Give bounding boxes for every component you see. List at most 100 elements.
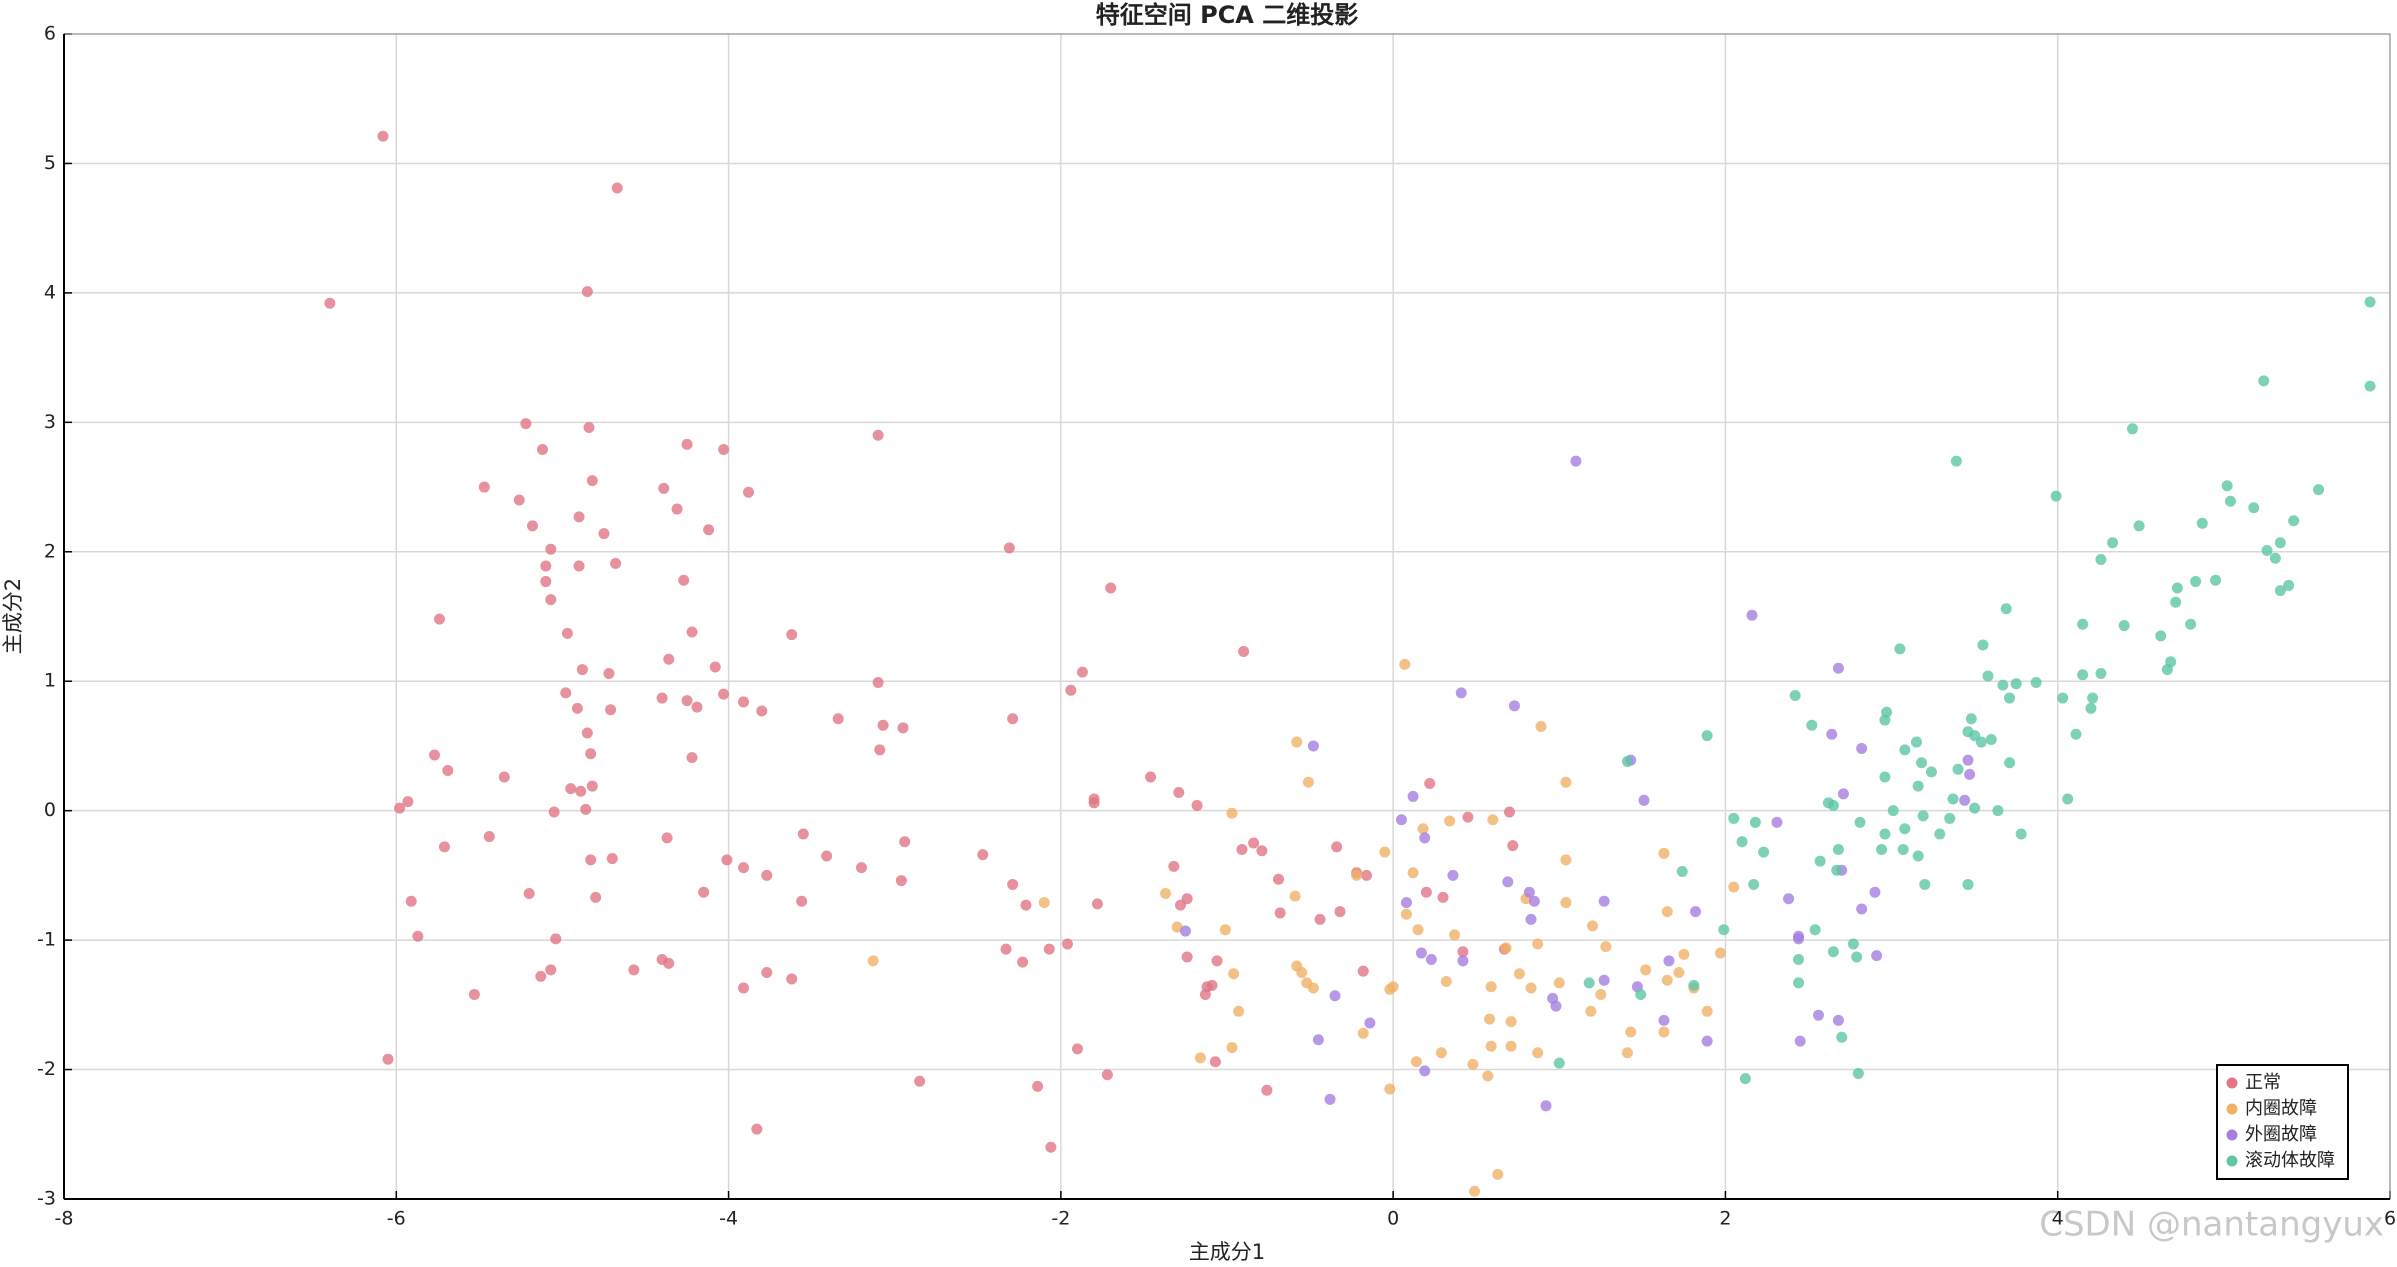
point — [1007, 878, 1019, 890]
point — [2077, 669, 2089, 681]
point — [583, 422, 595, 434]
point — [545, 964, 557, 976]
point — [1977, 639, 1989, 651]
point — [1357, 965, 1369, 977]
point — [2283, 579, 2295, 591]
point — [1887, 805, 1899, 817]
point — [1173, 787, 1185, 799]
point — [1982, 670, 1994, 682]
point — [1535, 721, 1547, 733]
point — [1206, 979, 1218, 991]
point — [1032, 1080, 1044, 1092]
point — [1455, 687, 1467, 699]
point — [1598, 974, 1610, 986]
point — [698, 886, 710, 898]
legend-label: 滚动体故障 — [2245, 1150, 2335, 1171]
watermark: CSDN @nantangyux — [2039, 1205, 2384, 1245]
point — [2062, 793, 2074, 805]
point — [545, 594, 557, 606]
y-tick-label: 5 — [44, 152, 56, 174]
point — [2030, 677, 2042, 689]
point — [1560, 897, 1572, 909]
point — [1827, 946, 1839, 958]
point — [709, 661, 721, 673]
point — [2133, 520, 2145, 532]
point — [1399, 658, 1411, 670]
legend-label: 正常 — [2245, 1072, 2281, 1093]
point — [1736, 836, 1748, 848]
point — [1507, 840, 1519, 852]
point — [1485, 1040, 1497, 1052]
point — [756, 705, 768, 717]
point — [1273, 873, 1285, 885]
point — [1658, 1014, 1670, 1026]
point — [581, 286, 593, 298]
point — [1331, 841, 1343, 853]
point — [1168, 860, 1180, 872]
point — [1854, 816, 1866, 828]
point — [1570, 455, 1582, 467]
point — [1944, 812, 1956, 824]
point — [1334, 906, 1346, 918]
point — [611, 182, 623, 194]
point — [1400, 897, 1412, 909]
grid — [63, 33, 2391, 1200]
point — [520, 418, 532, 430]
point — [1851, 951, 1863, 963]
legend-marker — [2226, 1103, 2238, 1115]
point — [1462, 811, 1474, 823]
point — [2274, 537, 2286, 549]
x-tick-label: -4 — [719, 1208, 738, 1230]
point — [1871, 950, 1883, 962]
point — [2126, 423, 2138, 435]
point — [1673, 966, 1685, 978]
point — [438, 841, 450, 853]
point — [1714, 947, 1726, 959]
point — [663, 653, 675, 665]
point — [2190, 576, 2202, 588]
point — [1145, 771, 1157, 783]
point — [2170, 596, 2182, 608]
point — [1415, 947, 1427, 959]
point — [545, 543, 557, 555]
legend-marker — [2226, 1129, 2238, 1141]
point — [661, 832, 673, 844]
y-tick-label: 2 — [44, 540, 56, 562]
point — [576, 664, 588, 676]
point — [1424, 777, 1436, 789]
point — [412, 930, 424, 942]
x-tick-label: 2 — [1719, 1208, 1731, 1230]
legend-label: 外圈故障 — [2245, 1124, 2317, 1145]
point — [2118, 620, 2130, 632]
point — [1897, 844, 1909, 855]
point — [1718, 924, 1730, 936]
x-tick-label: 0 — [1387, 1208, 1399, 1230]
point — [1540, 1100, 1552, 1112]
point — [1076, 666, 1088, 678]
point — [2095, 667, 2107, 679]
point — [586, 475, 598, 487]
point — [1482, 1070, 1494, 1082]
point — [691, 701, 703, 713]
point — [2171, 582, 2183, 594]
point — [738, 862, 750, 874]
y-tick-label: 1 — [44, 670, 56, 692]
point — [1585, 1005, 1597, 1017]
point — [1226, 1042, 1238, 1054]
point — [548, 806, 560, 818]
point — [2261, 544, 2273, 556]
point — [686, 626, 698, 638]
point — [914, 1075, 926, 1087]
point — [1532, 938, 1544, 950]
point — [832, 713, 844, 725]
point — [2087, 692, 2099, 704]
point — [1879, 714, 1891, 726]
point — [1598, 895, 1610, 907]
point — [1847, 938, 1859, 950]
point — [1228, 968, 1240, 980]
point — [681, 695, 693, 707]
point — [1836, 1031, 1848, 1043]
point — [1701, 1005, 1713, 1017]
point — [523, 888, 535, 900]
